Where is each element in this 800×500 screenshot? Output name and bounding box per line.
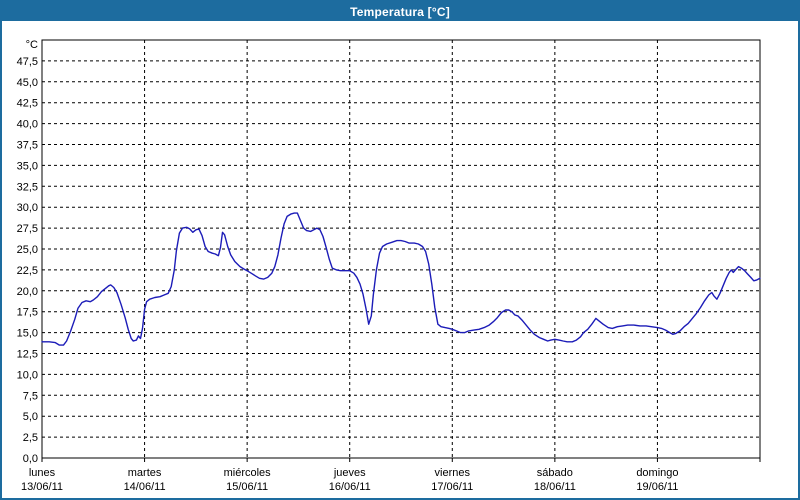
x-date-label: 17/06/11 — [431, 481, 473, 493]
x-day-label: viernes — [435, 467, 471, 479]
y-tick-label: 30,0 — [17, 202, 38, 214]
y-tick-label: 25,0 — [17, 244, 38, 256]
y-tick-label: 45,0 — [17, 77, 38, 89]
y-tick-label: 15,0 — [17, 328, 38, 340]
y-tick-label: 12,5 — [17, 349, 38, 361]
y-tick-label: 35,0 — [17, 160, 38, 172]
x-day-label: martes — [128, 467, 162, 479]
y-tick-label: 40,0 — [17, 119, 38, 131]
y-tick-label: 27,5 — [17, 223, 38, 235]
x-date-label: 16/06/11 — [329, 481, 371, 493]
y-axis-unit-label: °C — [26, 39, 38, 51]
temperature-line — [41, 212, 761, 346]
y-tick-label: 20,0 — [17, 286, 38, 298]
x-day-label: lunes — [29, 467, 56, 479]
y-tick-label: 47,5 — [17, 56, 38, 68]
x-date-label: 19/06/11 — [636, 481, 678, 493]
y-tick-label: 42,5 — [17, 98, 38, 110]
y-tick-label: 17,5 — [17, 307, 38, 319]
chart-title: Temperatura [°C] — [350, 4, 450, 19]
x-date-label: 15/06/11 — [226, 481, 268, 493]
title-bar: Temperatura [°C] — [2, 2, 798, 21]
y-tick-label: 37,5 — [17, 140, 38, 152]
y-tick-label: 2,5 — [23, 432, 38, 444]
x-day-label: jueves — [333, 467, 366, 479]
y-tick-label: 0,0 — [23, 453, 38, 465]
y-tick-label: 5,0 — [23, 411, 38, 423]
x-day-label: miércoles — [224, 467, 272, 479]
y-tick-label: 10,0 — [17, 369, 38, 381]
y-tick-label: 7,5 — [23, 390, 38, 402]
x-date-label: 14/06/11 — [124, 481, 166, 493]
x-date-label: 18/06/11 — [534, 481, 576, 493]
x-day-label: domingo — [636, 467, 678, 479]
y-tick-label: 22,5 — [17, 265, 38, 277]
x-date-label: 13/06/11 — [21, 481, 63, 493]
y-tick-label: 32,5 — [17, 181, 38, 193]
x-day-label: sábado — [537, 467, 573, 479]
plot-border — [41, 39, 761, 459]
